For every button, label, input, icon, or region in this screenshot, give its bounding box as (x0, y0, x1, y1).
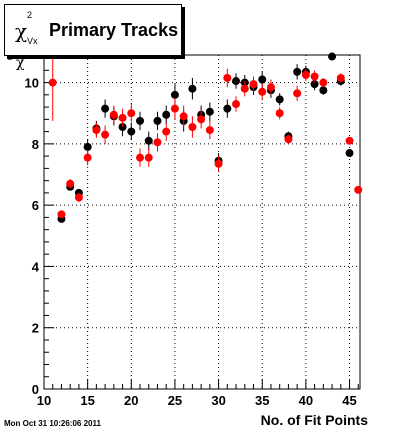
data-point (232, 77, 241, 86)
y-tick-label: 0 (32, 382, 39, 397)
data-point (162, 127, 171, 136)
data-point (284, 135, 293, 144)
y-axis-label-superscript: 2 (8, 53, 13, 62)
plot-frame (43, 54, 361, 390)
data-point (66, 179, 75, 188)
data-point (319, 86, 328, 95)
chart-title: Primary Tracks (49, 20, 179, 40)
legend-chi-symbol: χ (15, 19, 28, 43)
series-1 (48, 44, 363, 219)
data-point (240, 84, 249, 93)
data-point (118, 113, 127, 122)
data-point (258, 75, 267, 84)
data-points (48, 44, 363, 223)
data-point (301, 70, 310, 79)
data-point (275, 95, 284, 104)
x-tick-label: 40 (299, 393, 313, 408)
data-point (162, 110, 171, 119)
data-point (153, 138, 162, 147)
data-point (293, 89, 302, 98)
data-point (136, 116, 145, 125)
data-point (293, 67, 302, 76)
data-point (310, 80, 319, 89)
footer-timestamp: Mon Oct 31 10:26:06 2011 (4, 419, 101, 428)
data-point (57, 210, 66, 219)
y-tick-label: 2 (32, 321, 39, 336)
x-tick-label: 35 (255, 393, 269, 408)
data-point (83, 153, 92, 162)
data-point (127, 127, 136, 136)
data-point (214, 159, 223, 168)
data-point (188, 123, 197, 132)
data-point (275, 109, 284, 118)
data-point (48, 78, 57, 87)
data-point (179, 112, 188, 121)
data-point (170, 90, 179, 99)
grid-lines (43, 55, 360, 390)
data-point (205, 107, 214, 116)
y-tick-label: 6 (32, 198, 39, 213)
data-point (345, 136, 354, 145)
y-tick-label: 10 (25, 76, 39, 91)
data-point (153, 116, 162, 125)
data-point (266, 83, 275, 92)
x-tick-label: 30 (211, 393, 225, 408)
data-point (310, 72, 319, 81)
data-point (319, 78, 328, 87)
data-point (101, 130, 110, 139)
data-point (101, 104, 110, 113)
y-axis-label: χ 2 (8, 53, 25, 71)
data-point (92, 126, 101, 135)
data-point (170, 104, 179, 113)
y-tick-label: 4 (32, 259, 40, 274)
x-tick-label: 45 (342, 393, 356, 408)
data-point (83, 142, 92, 151)
data-point (144, 153, 153, 162)
data-point (223, 104, 232, 113)
x-tick-label: 25 (168, 393, 182, 408)
data-point (197, 115, 206, 124)
data-point (74, 193, 83, 202)
x-axis-label: No. of Fit Points (260, 412, 368, 428)
y-axis-label-symbol: χ (16, 55, 25, 71)
x-tick-label: 20 (124, 393, 138, 408)
y-tick-label: 8 (32, 137, 39, 152)
data-point (232, 100, 241, 109)
data-point (223, 73, 232, 82)
data-point (188, 84, 197, 93)
x-tick-label: 15 (80, 393, 94, 408)
data-point (205, 126, 214, 135)
x-tick-label: 10 (37, 393, 51, 408)
data-point (109, 110, 118, 119)
data-point (249, 80, 258, 89)
data-point (127, 109, 136, 118)
data-point (354, 185, 363, 194)
data-point (258, 87, 267, 96)
data-point (336, 73, 345, 82)
data-point (144, 136, 153, 145)
data-point (136, 153, 145, 162)
legend-superscript: 2 (27, 10, 33, 20)
legend-subscript: Vx (27, 36, 38, 46)
data-point (345, 149, 354, 158)
data-point (328, 52, 337, 61)
series-0 (57, 52, 354, 223)
title-legend-box: χ 2 Vx Primary Tracks (4, 4, 182, 56)
axis-tick-labels: 10 15 20 25 30 35 40 45 0 2 4 6 8 10 (25, 76, 357, 408)
